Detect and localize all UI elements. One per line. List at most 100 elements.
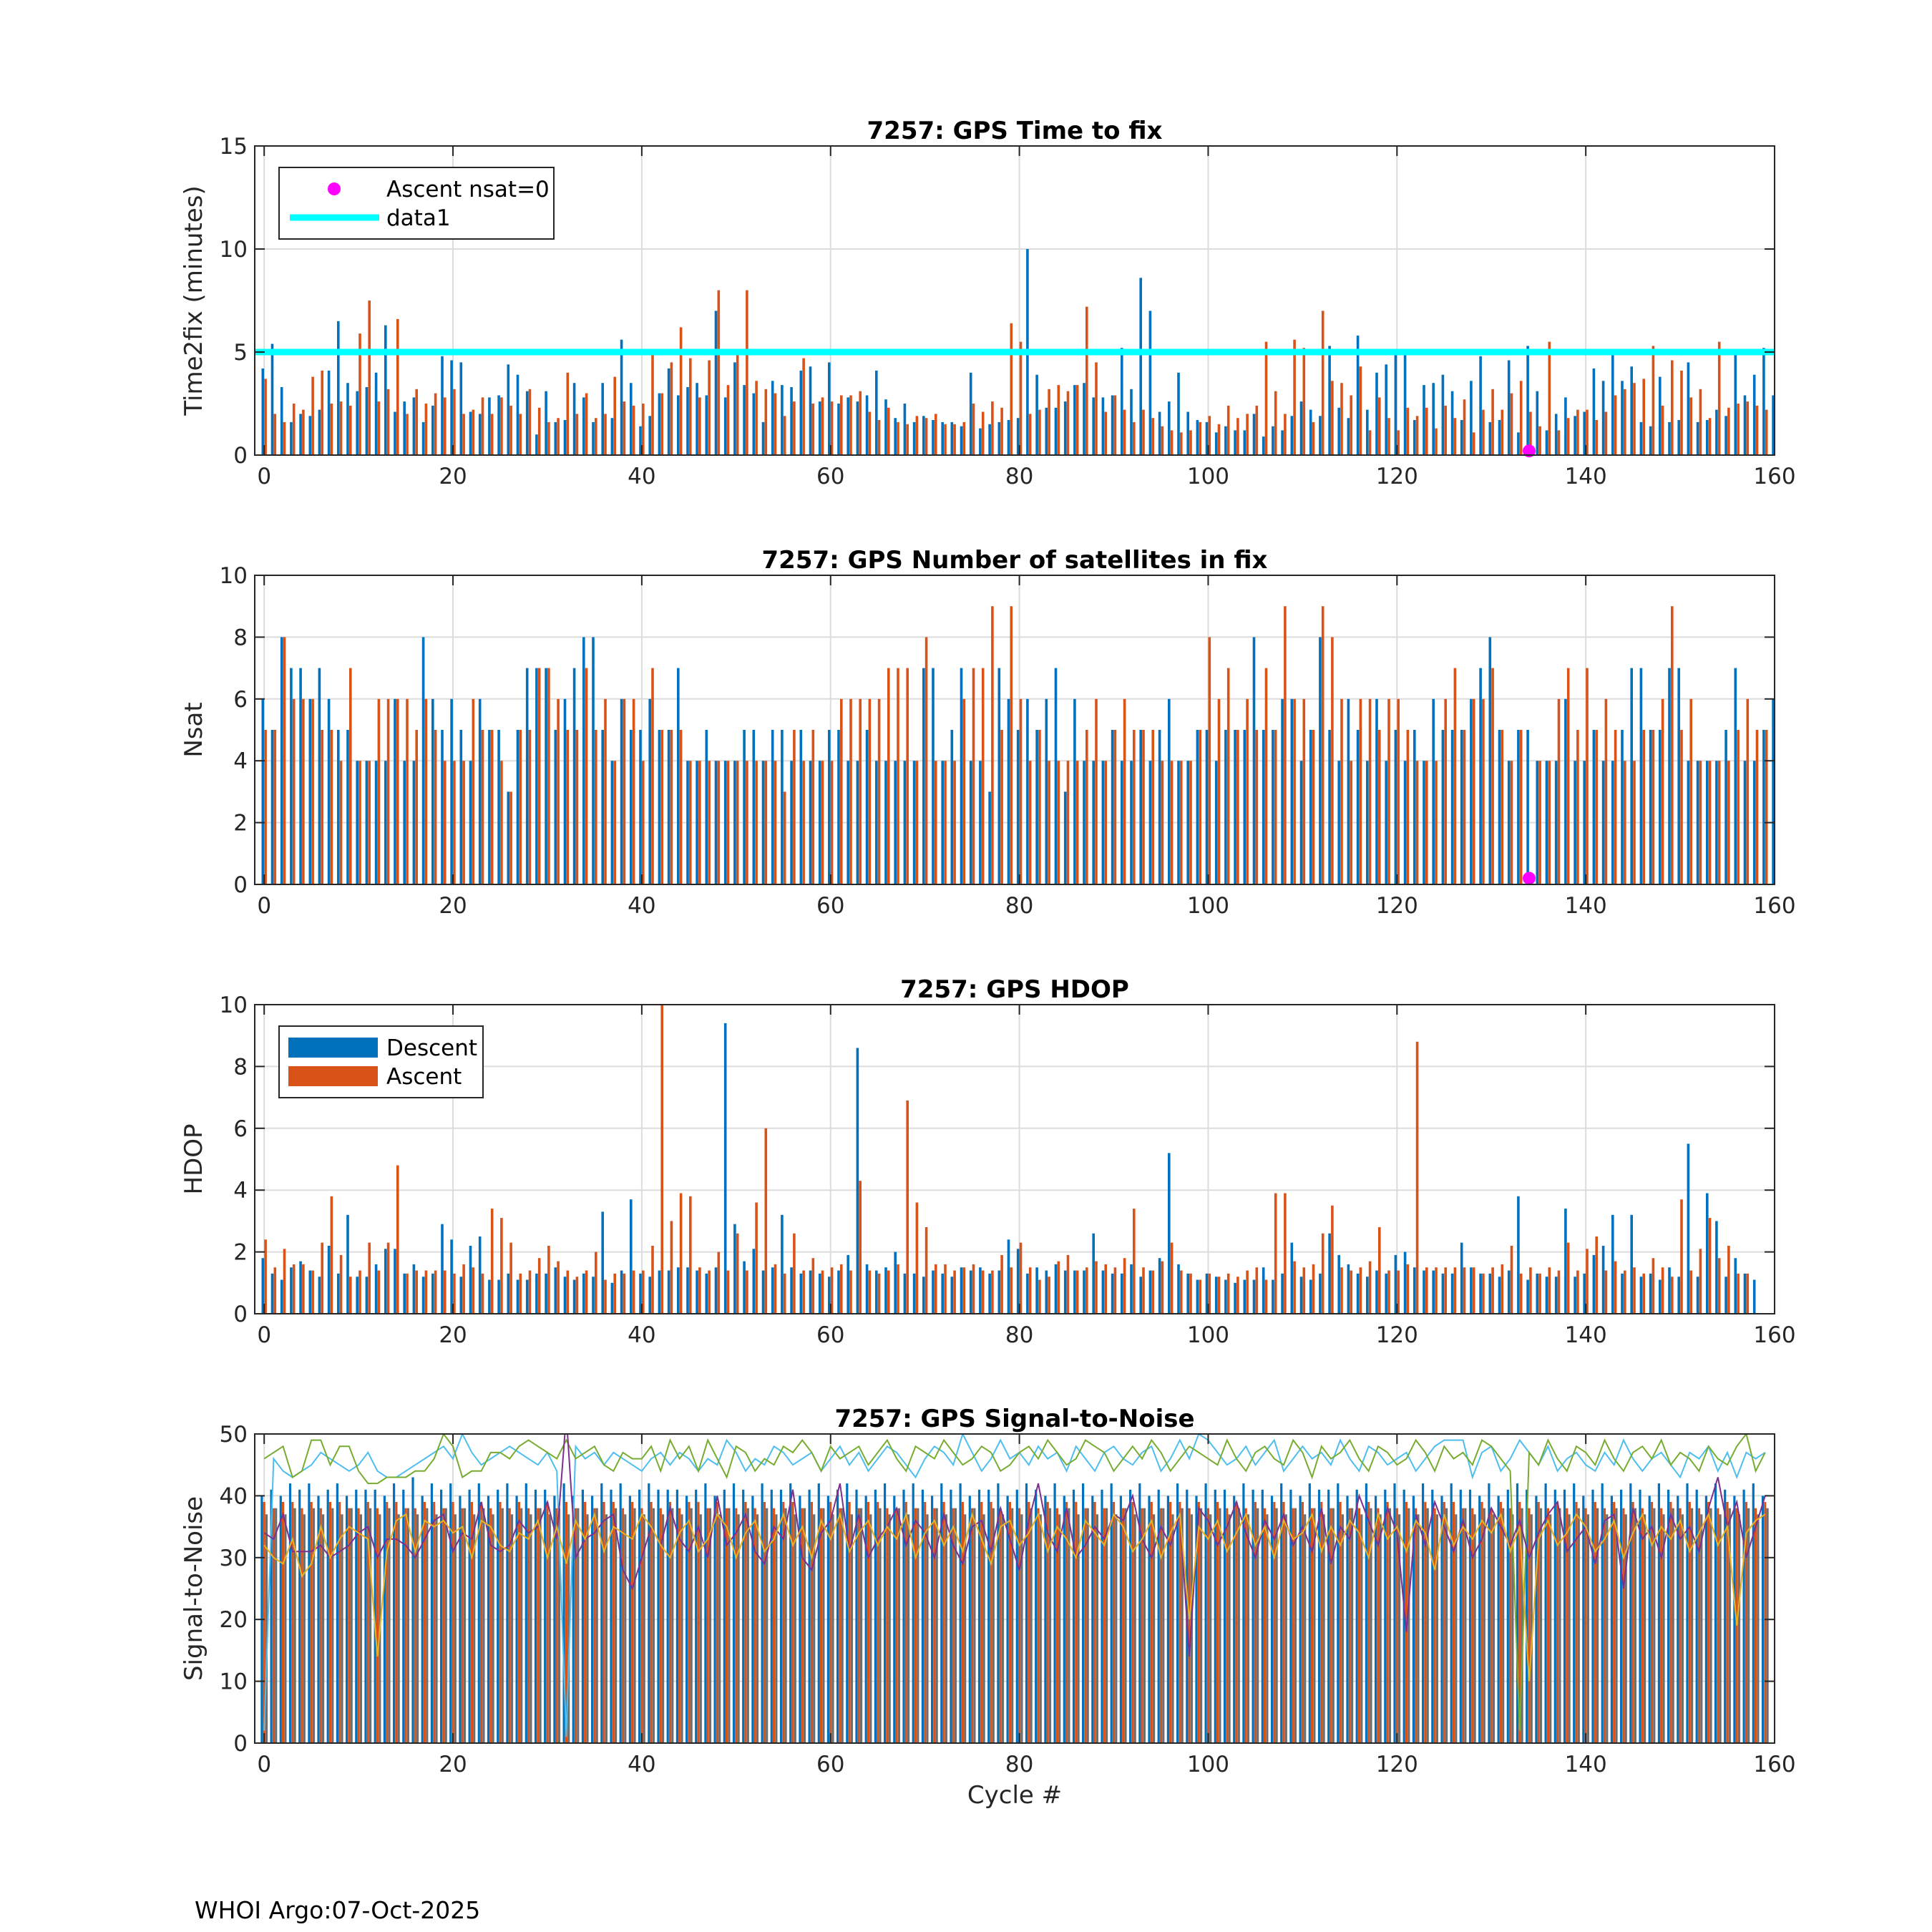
bar-descent-2: [279, 1496, 282, 1743]
bar-ascent-141: [1595, 1236, 1598, 1314]
bar-descent-75: [969, 761, 972, 884]
bar-ascent-94: [1151, 418, 1154, 455]
bar-descent-2: [280, 637, 283, 884]
bar-descent-18: [431, 698, 434, 884]
bar-descent-59: [818, 401, 821, 455]
bar-descent-126: [1450, 391, 1454, 455]
bar-ascent-64: [868, 698, 872, 884]
bar-descent-44: [677, 668, 680, 884]
bar-descent-99: [1195, 1496, 1198, 1743]
bar-descent-86: [1073, 1270, 1076, 1314]
bar-ascent-4: [302, 698, 305, 884]
bar-grey-95: [1162, 1508, 1165, 1743]
bar-ascent-79: [1010, 606, 1013, 884]
bar-ascent-155: [1727, 407, 1730, 455]
bar-ascent-85: [1066, 761, 1070, 884]
bar-ascent-20: [452, 1502, 454, 1743]
bar-ascent-126: [1453, 1267, 1457, 1314]
bar-ascent-0: [264, 379, 267, 455]
bar-descent-91: [1121, 1273, 1123, 1314]
bar-descent-40: [639, 1273, 642, 1314]
bar-ascent-137: [1557, 430, 1561, 455]
bar-ascent-47: [708, 360, 711, 455]
axes-box: [254, 145, 1775, 456]
bar-descent-125: [1441, 1273, 1445, 1314]
bar-descent-55: [781, 1214, 784, 1314]
bar-grey-31: [557, 1508, 561, 1743]
bar-descent-136: [1545, 1277, 1548, 1314]
bar-descent-33: [572, 1496, 575, 1743]
bar-grey-11: [369, 1508, 372, 1743]
bar-ascent-50: [736, 761, 739, 884]
bar-descent-31: [554, 1267, 557, 1314]
bar-descent-94: [1148, 1496, 1151, 1743]
bar-ascent-66: [887, 1270, 890, 1314]
bar-descent-19: [441, 356, 444, 455]
bar-grey-104: [1246, 1514, 1250, 1743]
bar-descent-154: [1715, 1221, 1718, 1314]
bar-descent-90: [1111, 395, 1114, 455]
bar-grey-49: [728, 1508, 731, 1743]
bar-descent-101: [1214, 761, 1218, 884]
bar-descent-49: [723, 397, 727, 455]
bar-ascent-59: [821, 397, 824, 455]
bar-descent-145: [1629, 1483, 1632, 1743]
bar-descent-123: [1423, 385, 1425, 455]
bar-descent-72: [940, 1483, 943, 1743]
bar-ascent-86: [1075, 1502, 1078, 1743]
bar-descent-152: [1695, 1489, 1698, 1743]
bar-descent-27: [516, 1279, 519, 1314]
bar-descent-145: [1630, 668, 1633, 884]
bar-ascent-139: [1575, 1502, 1578, 1743]
bar-descent-73: [950, 1489, 952, 1743]
bar-grey-83: [1048, 1508, 1052, 1743]
x-tick-label: 40: [628, 464, 655, 489]
bar-descent-57: [799, 1496, 801, 1743]
bar-descent-155: [1724, 1277, 1727, 1314]
bar-descent-137: [1554, 414, 1558, 455]
bar-ascent-103: [1236, 730, 1239, 884]
bar-ascent-56: [791, 1502, 794, 1743]
bar-ascent-103: [1236, 1277, 1239, 1314]
bar-ascent-119: [1386, 1502, 1389, 1743]
bar-descent-158: [1752, 1279, 1756, 1314]
bar-descent-5: [308, 1270, 312, 1314]
bar-ascent-112: [1320, 1502, 1323, 1743]
bar-descent-139: [1574, 416, 1576, 455]
bar-ascent-159: [1765, 409, 1768, 455]
bar-ascent-88: [1095, 698, 1098, 884]
bar-descent-44: [675, 1489, 678, 1743]
bar-descent-70: [921, 1489, 924, 1743]
bar-ascent-129: [1482, 409, 1485, 455]
bar-ascent-122: [1415, 1508, 1418, 1743]
bar-descent-54: [771, 1267, 774, 1314]
bar-ascent-44: [679, 730, 683, 884]
bar-ascent-5: [311, 698, 314, 884]
bar-ascent-82: [1038, 1279, 1041, 1314]
bar-descent-16: [412, 1264, 416, 1314]
plot-area: [261, 606, 1775, 884]
bar-ascent-70: [924, 1502, 927, 1743]
bar-descent-148: [1659, 376, 1662, 455]
bar-ascent-41: [650, 1502, 653, 1743]
bar-descent-101: [1214, 432, 1218, 455]
bar-ascent-111: [1312, 421, 1315, 455]
bar-descent-112: [1319, 637, 1322, 884]
bar-descent-37: [610, 761, 614, 884]
bar-descent-68: [902, 1489, 905, 1743]
bar-descent-98: [1186, 761, 1189, 884]
bar-grey-153: [1709, 1508, 1712, 1743]
bar-descent-110: [1299, 1496, 1302, 1743]
bar-descent-112: [1319, 1273, 1322, 1314]
bar-descent-143: [1611, 350, 1614, 455]
bar-grey-16: [416, 1514, 419, 1743]
bar-descent-148: [1659, 1279, 1662, 1314]
bar-ascent-135: [1538, 426, 1541, 455]
bar-descent-153: [1706, 1193, 1709, 1314]
bar-ascent-59: [820, 1508, 823, 1743]
bar-descent-50: [733, 1224, 736, 1314]
bar-ascent-121: [1406, 407, 1410, 455]
y-tick-label: 0: [233, 1731, 248, 1757]
bar-ascent-66: [887, 407, 890, 455]
